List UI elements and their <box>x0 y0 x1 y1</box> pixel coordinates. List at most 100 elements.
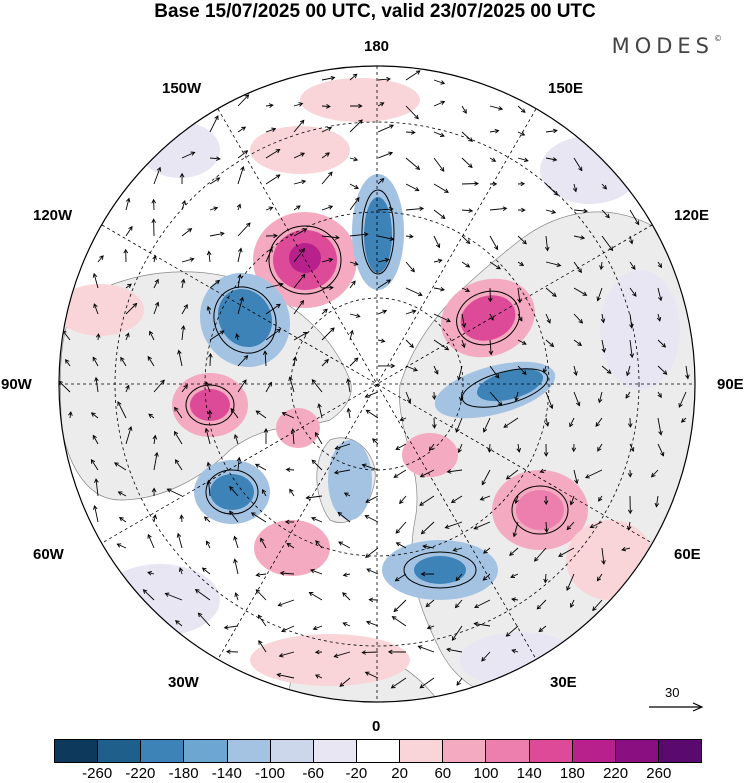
wind-vector <box>573 469 578 484</box>
wind-vector <box>153 302 159 315</box>
negative-anomaly <box>600 270 680 390</box>
wind-vector-head <box>494 128 500 134</box>
wind-vector <box>179 567 183 575</box>
wind-vector <box>318 403 323 419</box>
wind-vector-head <box>461 323 467 329</box>
wind-vector-head <box>179 172 185 178</box>
wind-vector-head <box>335 235 340 240</box>
wind-vector <box>278 599 295 606</box>
wind-vector-head <box>419 501 424 506</box>
wind-vector <box>175 620 183 627</box>
wind-vector-head <box>147 533 152 539</box>
wind-vector <box>657 261 662 268</box>
negative-anomaly <box>364 197 392 273</box>
wind-vector-head <box>213 206 219 211</box>
wind-vector-head <box>461 343 466 349</box>
wind-vector <box>489 105 503 110</box>
wind-vector-head <box>142 589 148 594</box>
wind-vector <box>293 300 304 315</box>
wind-vector <box>125 333 130 341</box>
wind-vector-head <box>229 510 234 516</box>
wind-vector-head <box>237 273 243 279</box>
wind-vector-head <box>439 167 445 172</box>
wind-vector-head <box>420 571 426 577</box>
wind-vector-head <box>482 427 488 433</box>
wind-vector <box>306 495 323 499</box>
wind-vector-head <box>337 511 343 517</box>
wind-vector-head <box>164 592 170 597</box>
colorbar-tick-label: 260 <box>646 765 672 782</box>
wind-vector <box>165 593 183 601</box>
wind-vector-head <box>90 412 96 417</box>
wind-vector-head <box>365 553 370 558</box>
wind-vector <box>517 157 529 162</box>
wind-vector-head <box>413 367 418 372</box>
wind-vector-head <box>685 374 690 380</box>
wind-vector-head <box>629 353 635 359</box>
wind-vector-head <box>300 152 306 157</box>
wind-vector <box>489 130 499 133</box>
wind-vector <box>69 411 72 419</box>
wind-vector-head <box>125 197 131 203</box>
wind-vector <box>461 313 465 328</box>
wind-vector-head <box>117 491 123 496</box>
wind-vectors <box>59 70 690 689</box>
wind-vector-head <box>395 529 401 534</box>
wind-vector <box>114 462 127 471</box>
wind-vector-head <box>365 498 371 503</box>
wind-vector-head <box>415 165 421 171</box>
wind-vector-head <box>189 257 195 262</box>
wind-vector <box>311 517 323 523</box>
wind-vector <box>209 115 219 133</box>
wind-vector-head <box>329 285 334 290</box>
wind-vector-head <box>390 684 396 689</box>
wind-vector-head <box>364 514 370 520</box>
wind-vector-head <box>621 546 627 552</box>
wind-vector-head <box>242 379 247 385</box>
longitude-label-150e: 150E <box>548 80 584 97</box>
wind-vector <box>321 359 329 367</box>
wind-vector <box>536 599 547 610</box>
wind-vector-head <box>536 604 542 610</box>
wind-vector <box>202 567 211 575</box>
wind-vector-head <box>240 166 245 171</box>
wind-vector <box>455 599 463 608</box>
wind-vector-head <box>183 303 188 309</box>
wind-vector-head <box>558 552 563 557</box>
wind-vector-head <box>520 181 526 187</box>
wind-vector-head <box>661 343 667 348</box>
wind-vector <box>237 379 247 393</box>
wind-vector-head <box>254 463 260 468</box>
wind-vector <box>545 339 554 347</box>
wind-vector <box>377 310 387 315</box>
wind-vector-head <box>680 418 686 423</box>
wind-vector-head <box>352 73 358 79</box>
wind-vector <box>321 77 335 81</box>
wind-vector-head <box>125 384 130 390</box>
longitude-label-90e: 90E <box>717 376 744 393</box>
wind-vector-head <box>125 332 130 338</box>
wind-vector <box>423 545 435 549</box>
wind-vector <box>315 674 323 679</box>
wind-vector <box>236 333 239 341</box>
wind-vector-head <box>343 492 349 497</box>
wind-vector-head <box>440 80 446 85</box>
wind-vector-head <box>317 403 322 409</box>
wind-vector-head <box>662 370 668 375</box>
wind-vector <box>209 207 218 211</box>
wind-vector <box>433 131 445 137</box>
wind-vector <box>657 339 666 348</box>
wind-vector <box>509 547 519 556</box>
polar-stereographic-map <box>58 65 696 703</box>
wind-vector <box>391 677 407 689</box>
wind-vector <box>433 313 451 322</box>
wind-vector-head <box>338 541 343 546</box>
wind-vector-head <box>292 356 298 362</box>
wind-vector-head <box>517 298 522 304</box>
wind-vector-head <box>275 148 281 154</box>
wind-vector <box>207 306 211 315</box>
wind-vector-head <box>190 151 196 156</box>
wind-vector <box>237 355 248 367</box>
wind-vector-head <box>235 333 240 339</box>
wind-vector-head <box>601 560 606 565</box>
